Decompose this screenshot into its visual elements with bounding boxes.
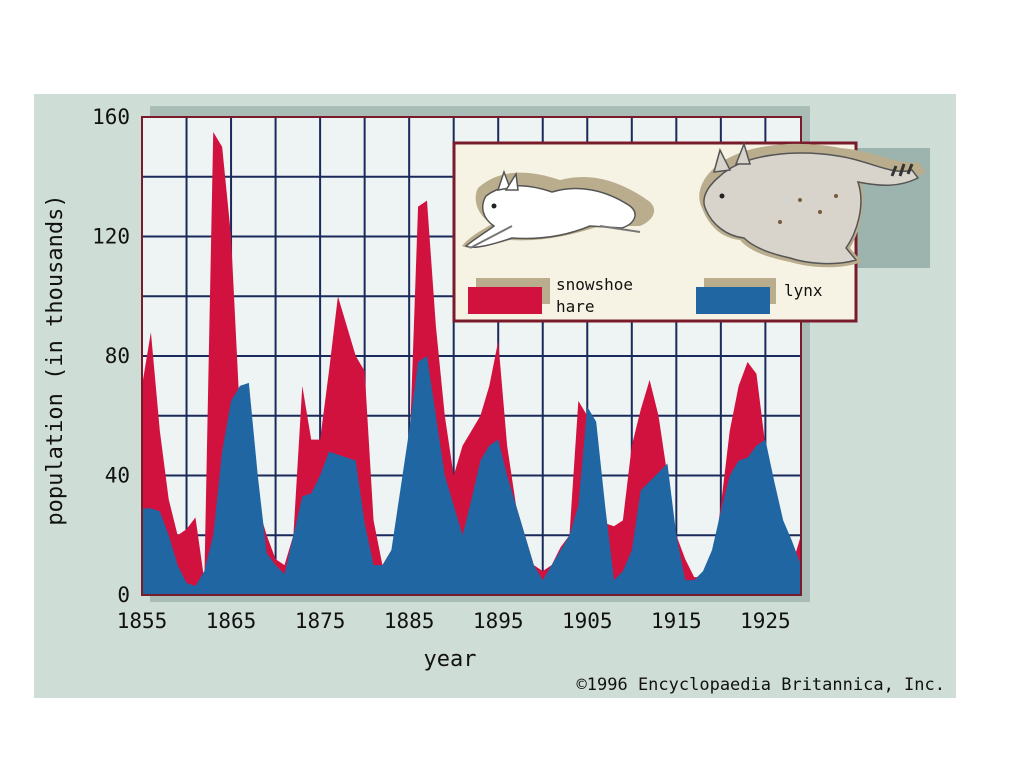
y-tick-label: 160 xyxy=(92,105,130,129)
x-tick-label: 1865 xyxy=(206,609,257,633)
area-series xyxy=(142,131,801,595)
y-tick-label: 120 xyxy=(92,225,130,249)
x-tick-label: 1925 xyxy=(740,609,791,633)
y-tick-label: 0 xyxy=(117,583,130,607)
lynx-icon xyxy=(699,141,926,268)
x-tick-labels: 1855 1865 1875 1885 1895 1905 1915 1925 xyxy=(117,609,791,633)
lynx-legend-label: lynx xyxy=(784,281,823,300)
legend: snowshoe hare lynx xyxy=(452,141,930,323)
x-tick-label: 1895 xyxy=(473,609,524,633)
hare-icon xyxy=(462,169,655,249)
area-series-lynx xyxy=(142,356,801,595)
y-tick-label: 40 xyxy=(105,464,130,488)
y-tick-labels: 0 40 80 120 160 xyxy=(92,105,130,607)
x-tick-label: 1885 xyxy=(384,609,435,633)
hare-legend-swatch xyxy=(468,287,542,314)
y-tick-label: 80 xyxy=(105,344,130,368)
plot-area xyxy=(141,116,802,596)
x-tick-label: 1855 xyxy=(117,609,168,633)
hare-legend-label-line1: snowshoe xyxy=(556,275,633,294)
area-series-snowshoe-hare xyxy=(142,131,801,595)
plot-frame xyxy=(141,116,802,596)
lynx-legend-swatch xyxy=(696,287,770,314)
copyright-notice: ©1996 Encyclopaedia Britannica, Inc. xyxy=(577,675,945,695)
x-tick-label: 1875 xyxy=(295,609,346,633)
hare-legend-label-line2: hare xyxy=(556,297,595,316)
x-tick-label: 1905 xyxy=(562,609,613,633)
x-tick-label: 1915 xyxy=(651,609,702,633)
y-axis-label: population (in thousands) xyxy=(43,194,68,525)
x-axis-label: year xyxy=(424,647,477,672)
